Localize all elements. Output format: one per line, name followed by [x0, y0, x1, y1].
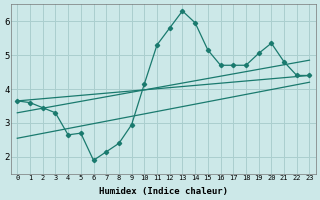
X-axis label: Humidex (Indice chaleur): Humidex (Indice chaleur) — [99, 187, 228, 196]
